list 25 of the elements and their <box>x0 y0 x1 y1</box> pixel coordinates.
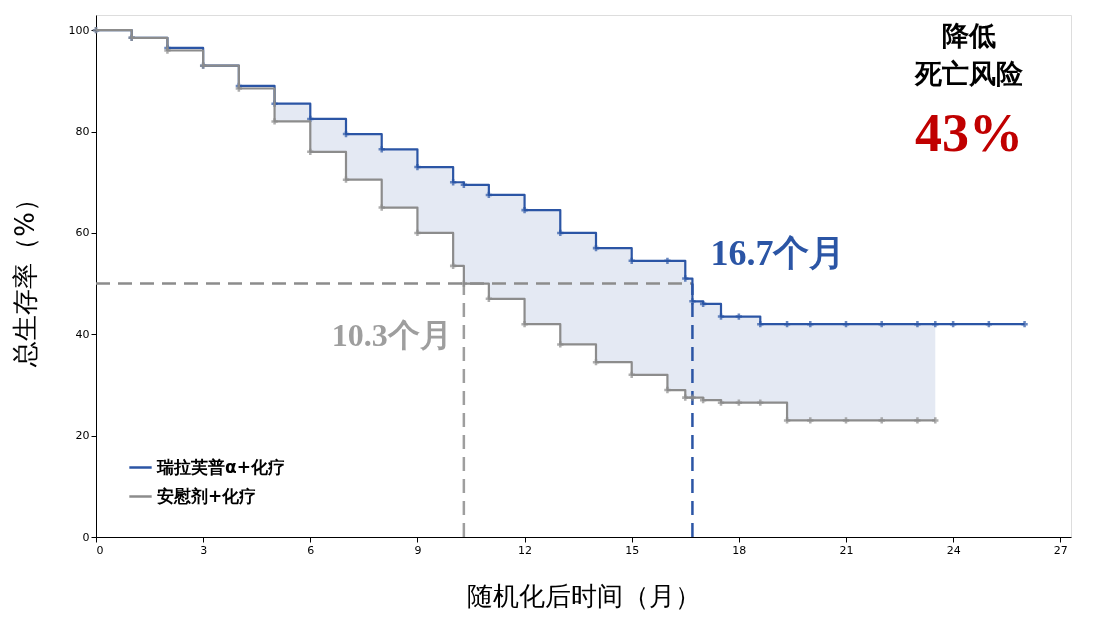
y-tick-label: 100 <box>68 23 90 37</box>
x-tick-label: 3 <box>200 543 208 557</box>
y-axis-title: 总生存率（%） <box>9 186 40 368</box>
legend-label: 安慰剂+化疗 <box>157 485 257 506</box>
annotation: 43% <box>915 103 1023 163</box>
x-tick-label: 12 <box>518 543 533 557</box>
ref-line-label: 10.3个月 <box>331 316 452 353</box>
annotation: 降低 <box>942 20 996 51</box>
x-tick-label: 21 <box>839 543 854 557</box>
annotation: 死亡风险 <box>914 58 1024 89</box>
x-tick-label: 15 <box>625 543 640 557</box>
x-tick-label: 18 <box>732 543 747 557</box>
x-tick-label: 6 <box>307 543 315 557</box>
ref-line-label: 16.7个月 <box>710 232 846 273</box>
x-axis-title: 随机化后时间（月） <box>467 580 701 611</box>
y-tick-label: 80 <box>75 125 90 139</box>
y-tick-label: 20 <box>75 429 90 443</box>
y-tick-label: 60 <box>75 226 90 240</box>
y-tick-label: 0 <box>82 530 90 544</box>
x-tick-label: 24 <box>946 543 961 557</box>
legend-label: 瑞拉芙普α+化疗 <box>156 456 285 477</box>
x-tick-label: 27 <box>1053 543 1068 557</box>
y-tick-label: 40 <box>75 327 90 341</box>
x-tick-label: 0 <box>96 543 104 557</box>
x-tick-label: 9 <box>414 543 422 557</box>
